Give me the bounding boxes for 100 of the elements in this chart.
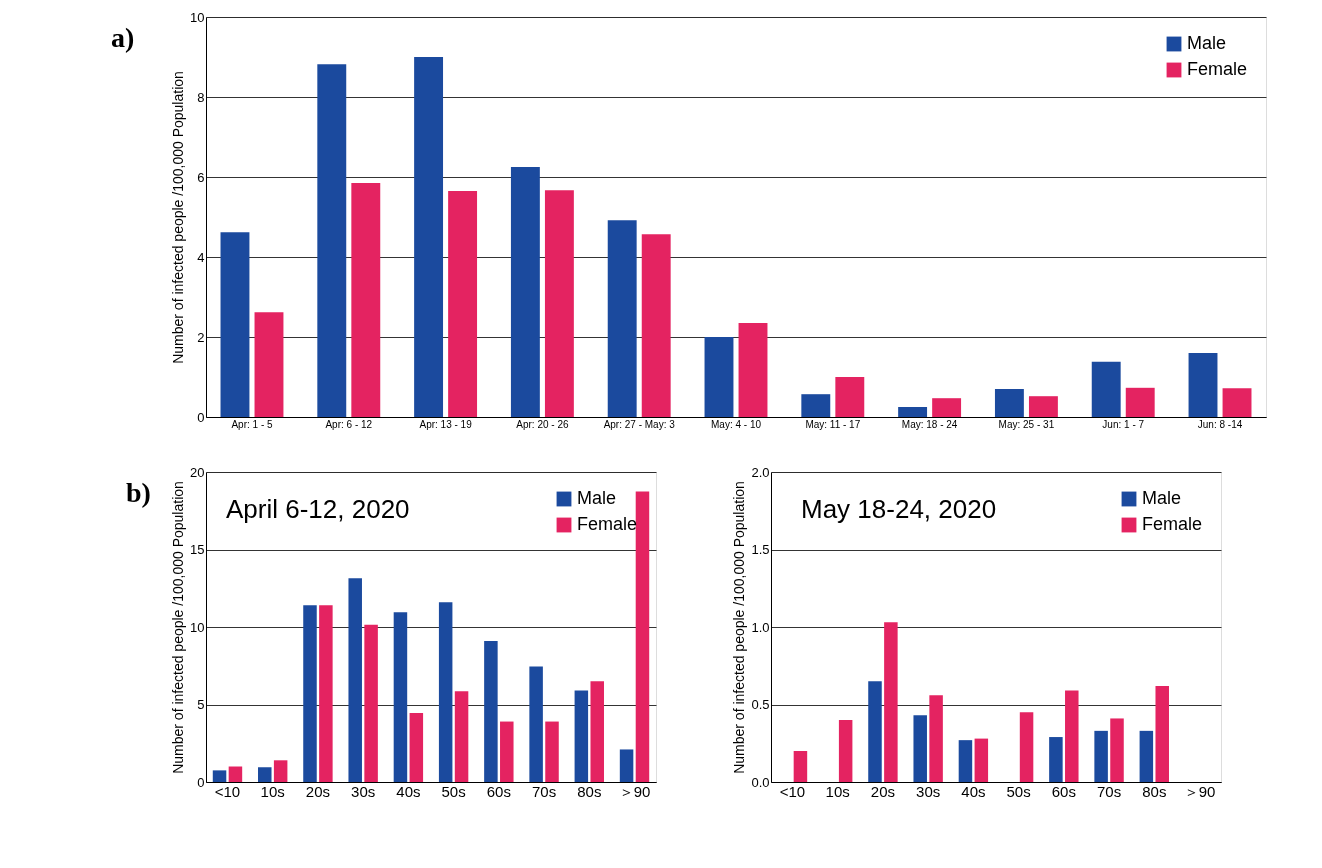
legend-label: Female [1187,59,1248,79]
legend-label: Male [1142,488,1182,508]
y-tick-label: 15 [190,542,205,557]
y-axis-title: Number of infected people /100,000 Population [170,481,187,774]
bar [704,337,734,417]
text: May 18-24, 2020 [801,494,997,524]
x-tick-label: 40s [396,782,421,800]
x-tick-label: Jun: 8 -14 [1197,418,1243,430]
y-tick-label: 1.0 [751,619,770,635]
bar [529,666,543,782]
bar [454,691,469,782]
bar [738,323,768,417]
x-tick-label: Apr: 20 - 26 [516,418,569,430]
bar [414,57,444,417]
bar [1028,396,1058,417]
x-tick-label: 70s [531,782,557,800]
bar [1065,690,1079,782]
x-tick-label: 80s [1142,782,1167,800]
y-tick-label: 10 [190,9,205,25]
bar [932,398,962,417]
text: b) [126,477,151,508]
bar [590,681,604,782]
bar [884,622,898,782]
x-tick-label: Apr: 27 - May: 3 [603,418,676,430]
bar [545,721,559,782]
text: April 6-12, 2020 [226,494,410,524]
bar [220,232,250,417]
text: a) [111,22,135,53]
y-axis-title: Number of infected people /100,000 Population [731,481,748,774]
x-tick-label: 40s [961,782,986,800]
y-tick-label: 1.5 [751,542,770,557]
bar [635,491,650,782]
bar [913,715,927,782]
x-tick-label: 30s [351,782,376,800]
bar [438,602,453,782]
y-tick-label: 0.0 [751,774,770,790]
x-tick-label: ＞90 [618,782,651,800]
y-tick-label: 20 [190,464,205,480]
bar [348,578,362,782]
y-tick-label: 0 [197,774,205,790]
legend-label: Male [1187,33,1227,53]
bar [868,681,882,782]
bar [510,167,540,417]
bar [574,690,589,782]
bar [1155,685,1169,782]
bar [641,234,671,417]
x-tick-label: 10s [825,782,850,800]
y-tick-label: 5 [197,697,205,712]
bar [1019,712,1034,782]
y-tick-label: 8 [197,89,205,105]
x-tick-label: May: 11 - 17 [805,418,861,430]
bar [448,191,478,417]
bar [1094,730,1108,782]
x-tick-label: Jun: 1 - 7 [1102,418,1145,430]
y-tick-label: 4 [197,249,205,265]
x-tick-label: 60s [1051,782,1076,800]
bar [607,220,637,417]
bar [958,740,973,782]
bar [317,64,347,417]
x-tick-label: Apr: 13 - 19 [419,418,473,430]
bar [974,738,989,782]
bar [793,751,808,782]
x-tick-label: <10 [214,782,241,800]
y-tick-label: 2 [197,329,205,345]
bar [929,695,943,782]
bar [1110,718,1124,782]
legend-label: Female [1142,514,1203,534]
bar [228,766,243,782]
legend-label: Male [577,488,617,508]
y-tick-label: 0.5 [751,697,770,712]
x-tick-label: Apr: 6 - 12 [325,418,373,430]
bar [1139,730,1154,782]
bar [254,312,284,417]
y-tick-label: 2.0 [751,464,770,480]
x-tick-label: 60s [486,782,511,800]
x-tick-label: May: 25 - 31 [998,418,1055,430]
y-tick-label: 0 [197,409,205,425]
bar [619,749,634,782]
x-tick-label: May: 18 - 24 [901,418,958,430]
bar [303,605,317,782]
y-tick-label: 6 [197,169,205,185]
bar [1222,388,1252,417]
x-tick-label: 20s [870,782,896,800]
bar [1125,387,1155,417]
x-tick-label: 80s [577,782,602,800]
bar [838,720,853,782]
bar [835,377,865,417]
bar [1188,353,1218,417]
bar [1091,361,1121,417]
bar [500,721,514,782]
x-tick-label: 30s [916,782,941,800]
x-tick-label: 50s [1006,782,1031,800]
x-tick-label: Apr: 1 - 5 [231,418,273,430]
bar [409,713,424,782]
bar [319,605,333,782]
bar [258,767,272,782]
x-tick-label: <10 [779,782,806,800]
bar [1049,737,1063,782]
x-tick-label: ＞90 [1183,782,1216,800]
bar [393,612,408,782]
